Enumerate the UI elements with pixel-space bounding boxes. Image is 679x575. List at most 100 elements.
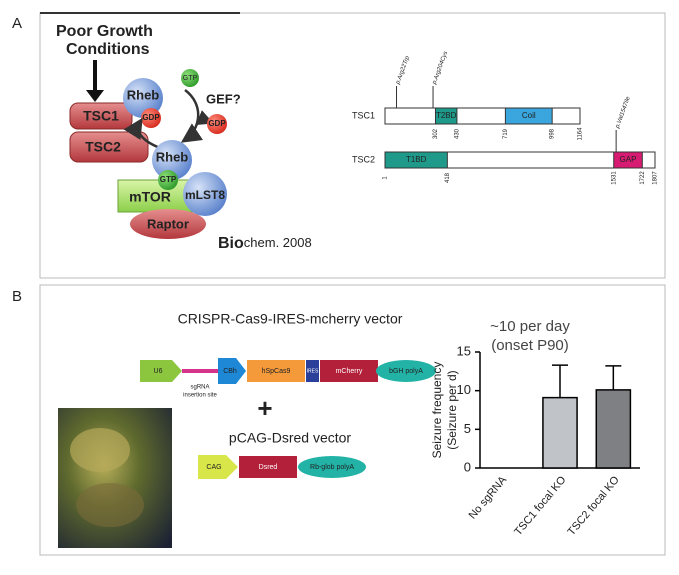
plus: + xyxy=(257,393,272,423)
panel-label: B xyxy=(12,288,22,305)
domain-label: T1BD xyxy=(406,155,427,164)
x-tick-label: TSC1 focal KO xyxy=(512,474,569,538)
photo xyxy=(58,408,172,548)
photo-detail xyxy=(70,428,130,472)
y-tick-label: 10 xyxy=(457,382,471,397)
polya-label: bGH polyA xyxy=(389,368,423,375)
promoter xyxy=(198,455,238,479)
rheb-label: Rheb xyxy=(127,87,160,102)
gtp-label: GTP xyxy=(183,75,198,82)
x-tick-label: No sgRNA xyxy=(467,474,510,522)
raptor xyxy=(130,209,206,239)
position-label: 719 xyxy=(503,128,509,139)
arrow xyxy=(180,89,204,143)
tsc2-label: TSC2 xyxy=(85,139,121,155)
polya xyxy=(376,360,436,382)
mlst8-label: mLST8 xyxy=(185,188,225,202)
bar-chart: 0 5 10 15 Seizure frequency (Seizure per d) No… xyxy=(430,343,640,538)
polya-label: Rb-glob polyA xyxy=(310,464,354,471)
raptor-label: Raptor xyxy=(147,216,189,231)
position-label: 418 xyxy=(445,172,451,183)
position-label: 1164 xyxy=(578,127,584,141)
gdp xyxy=(207,114,227,134)
y-axis-label: Seizure frequency xyxy=(430,362,444,459)
promoter-label: CAG xyxy=(206,464,221,471)
gef-label: GEF? xyxy=(206,91,241,106)
y-tick-label: 0 xyxy=(464,459,471,474)
mlst8 xyxy=(183,172,227,216)
gtp xyxy=(181,69,199,87)
position-label: 1807 xyxy=(653,171,659,185)
gdp xyxy=(141,108,161,128)
bar xyxy=(595,389,632,469)
y-axis-label: (Seizure per d) xyxy=(445,370,459,449)
condition: Poor Growth xyxy=(56,23,153,40)
domain xyxy=(384,151,448,169)
mutation-label: p.Arg204Cys xyxy=(431,51,449,87)
promoter xyxy=(140,360,182,382)
position-label: 430 xyxy=(455,128,461,139)
protein-name: TSC1 xyxy=(352,110,375,120)
promoter xyxy=(218,358,246,384)
gdp-label: GDP xyxy=(142,113,160,122)
mutation-label: p.Arg22Trp xyxy=(395,55,411,86)
position-label: 998 xyxy=(550,128,556,139)
x-tick-label: TSC2 focal KO xyxy=(566,474,623,538)
citation-bold: Bio xyxy=(218,235,244,252)
promoter-label: CBh xyxy=(223,368,237,375)
vector-title: CRISPR-Cas9-IRES-mcherry vector xyxy=(178,311,403,327)
tsc1 xyxy=(69,102,133,130)
position-label: 302 xyxy=(433,128,439,139)
position-label: 1531 xyxy=(611,171,617,185)
domain xyxy=(434,107,458,125)
domain-label: T2BD xyxy=(436,111,457,120)
annotation: (onset P90) xyxy=(491,337,569,354)
domain xyxy=(613,151,643,169)
reporter xyxy=(320,360,378,382)
arrow xyxy=(123,117,161,150)
polya xyxy=(298,456,366,478)
position-label: 1 xyxy=(383,176,389,180)
position-label: 1722 xyxy=(640,171,646,185)
insertion-label: sgRNA xyxy=(190,385,209,391)
ires-label: IRES xyxy=(307,368,319,374)
vector-title: pCAG-Dsred vector xyxy=(229,430,351,446)
panel-frame xyxy=(39,12,666,279)
domain-label: Coil xyxy=(522,111,536,120)
citation-rest: chem. 2008 xyxy=(244,235,312,250)
domain xyxy=(504,107,553,125)
y-tick-label: 5 xyxy=(464,421,471,436)
gdp-label: GDP xyxy=(208,119,226,128)
mtor-label: mTOR xyxy=(129,189,171,205)
panel-label: A xyxy=(12,15,22,32)
reporter-label: Dsred xyxy=(259,464,278,471)
annotation: ~10 per day xyxy=(490,318,570,335)
condition: Conditions xyxy=(66,41,150,58)
mutation-label: p.Val1547Ile xyxy=(615,95,633,130)
pathway: Poor Growth Conditions TSC1 TSC2 Rheb GD… xyxy=(56,23,312,252)
panel-frame xyxy=(39,284,666,556)
photo-detail xyxy=(76,483,144,527)
gtp-label: GTP xyxy=(160,175,177,184)
insertion-label: insertion site xyxy=(183,393,217,399)
protein-diagram: TSC1 T2BD 302 430 Coil 719 998 1164 p.Arg22Trp p.… xyxy=(352,51,659,185)
reporter-label: mCherry xyxy=(336,368,363,375)
ires xyxy=(306,360,319,382)
reporter xyxy=(239,456,297,478)
domain-label: GAP xyxy=(620,155,637,164)
protein-name: TSC2 xyxy=(352,154,375,164)
arrow-head xyxy=(86,90,104,102)
tsc1-label: TSC1 xyxy=(83,108,119,124)
promoter-label: U6 xyxy=(154,368,163,375)
rheb xyxy=(123,78,163,118)
rheb xyxy=(152,140,192,180)
constructs: CRISPR-Cas9-IRES-mcherry vector U6 sgRNA… xyxy=(58,311,570,548)
rheb-label: Rheb xyxy=(156,149,189,164)
gtp xyxy=(158,170,178,190)
bar xyxy=(542,396,578,469)
citation: Biochem. 2008 xyxy=(218,235,312,252)
cas9 xyxy=(247,360,305,382)
cas9-label: hSpCas9 xyxy=(262,368,291,375)
y-tick-label: 15 xyxy=(457,343,471,358)
